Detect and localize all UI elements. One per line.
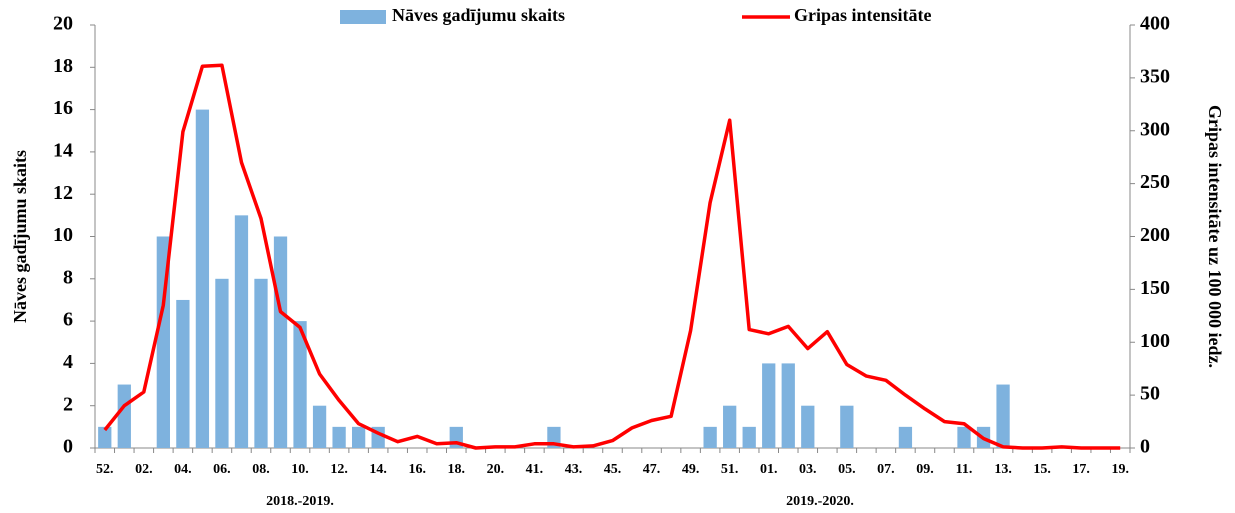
group-label: 2019.-2020.	[786, 494, 854, 509]
bar	[234, 215, 249, 448]
bar	[117, 384, 131, 448]
x-tick-label: 20.	[487, 462, 505, 477]
y-tick-label: 8	[63, 266, 73, 288]
y2-tick-label: 200	[1140, 224, 1170, 246]
bar	[332, 426, 346, 448]
bar	[312, 405, 327, 448]
x-tick-label: 03.	[799, 462, 817, 477]
group-label: 2018.-2019.	[266, 494, 334, 509]
x-tick-label: 49.	[682, 462, 700, 477]
x-tick-label: 13.	[994, 462, 1012, 477]
x-tick-label: 52.	[96, 462, 114, 477]
y2-tick-label: 350	[1140, 65, 1170, 87]
bar	[293, 321, 307, 448]
y2-tick-label: 100	[1140, 330, 1170, 352]
x-tick-label: 11.	[956, 462, 973, 477]
x-tick-label: 02.	[135, 462, 153, 477]
x-tick-label: 19.	[1111, 462, 1129, 477]
x-tick-label: 10.	[291, 462, 309, 477]
bar	[176, 299, 190, 448]
bar	[254, 278, 268, 448]
x-tick-label: 43.	[565, 462, 583, 477]
bar	[703, 426, 717, 448]
x-tick-label: 15.	[1033, 462, 1051, 477]
x-tick-label: 18.	[448, 462, 466, 477]
bar	[98, 426, 112, 448]
legend-label: Gripas intensitāte	[794, 5, 932, 25]
y-tick-label: 2	[63, 393, 73, 415]
y-tick-label: 14	[53, 139, 73, 161]
bar	[801, 405, 815, 448]
y2-axis-title: Gripas intensitāte uz 100 000 iedz.	[1205, 105, 1225, 368]
x-tick-label: 07.	[877, 462, 895, 477]
y-tick-label: 20	[53, 13, 73, 35]
x-tick-label: 12.	[330, 462, 348, 477]
bar	[273, 236, 288, 448]
bar	[840, 405, 854, 448]
x-tick-label: 05.	[838, 462, 856, 477]
bar	[215, 278, 229, 448]
y-axis-title: Nāves gadījumu skaits	[10, 150, 30, 323]
y2-tick-label: 0	[1140, 436, 1150, 458]
y-tick-label: 12	[53, 182, 73, 204]
legend-swatch	[340, 10, 386, 24]
x-tick-label: 14.	[369, 462, 387, 477]
y-tick-label: 4	[63, 351, 73, 373]
x-tick-label: 16.	[408, 462, 426, 477]
x-tick-label: 17.	[1072, 462, 1090, 477]
bar	[957, 426, 971, 448]
line	[103, 63, 1121, 450]
y-tick-label: 10	[53, 224, 73, 246]
y2-tick-label: 300	[1140, 118, 1170, 140]
bar	[898, 426, 913, 448]
y2-tick-label: 150	[1140, 277, 1170, 299]
y-tick-label: 18	[53, 55, 73, 77]
y-tick-label: 0	[63, 436, 73, 458]
x-tick-label: 06.	[213, 462, 231, 477]
x-tick-label: 41.	[526, 462, 544, 477]
x-tick-label: 45.	[604, 462, 622, 477]
y-tick-label: 6	[63, 309, 73, 331]
bar	[742, 426, 756, 448]
y-tick-label: 16	[53, 97, 73, 119]
x-tick-label: 51.	[721, 462, 739, 477]
x-tick-label: 01.	[760, 462, 778, 477]
bar	[351, 426, 366, 448]
x-tick-label: 09.	[916, 462, 934, 477]
x-tick-label: 47.	[643, 462, 661, 477]
bar	[195, 109, 210, 448]
x-tick-label: 08.	[252, 462, 270, 477]
legend-label: Nāves gadījumu skaits	[392, 5, 565, 25]
bar	[762, 363, 776, 448]
y2-tick-label: 50	[1140, 383, 1160, 405]
y2-tick-label: 400	[1140, 13, 1170, 35]
x-tick-label: 04.	[174, 462, 192, 477]
y2-tick-label: 250	[1140, 171, 1170, 193]
bar	[723, 405, 737, 448]
bar	[781, 363, 795, 448]
bar	[996, 384, 1010, 448]
